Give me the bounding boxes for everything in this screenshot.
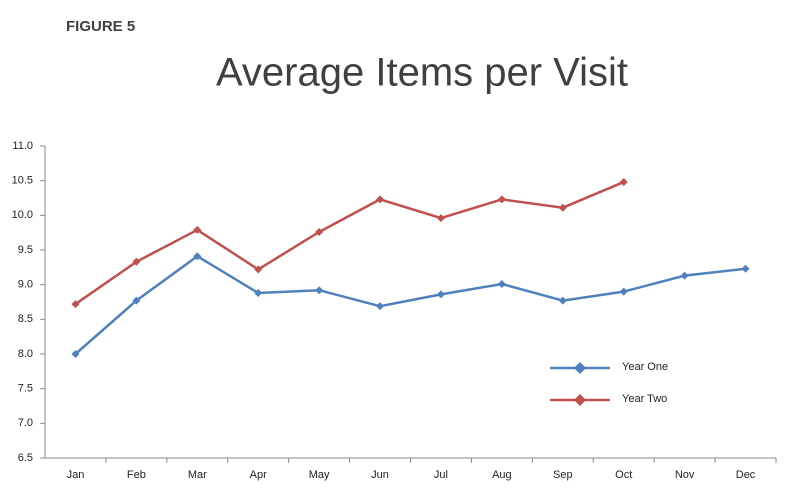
y-tick-label: 6.5 — [18, 452, 33, 464]
legend-label: Year Two — [622, 393, 667, 405]
point-marker — [193, 225, 202, 234]
point-marker — [558, 296, 567, 305]
point-marker — [315, 227, 324, 236]
series-line — [74, 254, 746, 355]
point-marker — [71, 300, 80, 309]
point-marker — [741, 264, 750, 273]
y-tick-label: 9.0 — [18, 279, 33, 291]
point-marker — [436, 214, 445, 223]
x-tick-label: Mar — [188, 469, 207, 481]
x-tick-label: Feb — [127, 469, 146, 481]
x-tick-label: Jul — [434, 469, 448, 481]
y-tick-label: 11.0 — [12, 140, 33, 152]
point-marker — [193, 252, 202, 261]
point-marker — [680, 271, 689, 280]
chart-title: Average Items per Visit — [216, 51, 628, 95]
point-marker — [315, 286, 324, 295]
x-tick-label: Nov — [675, 469, 695, 481]
point-marker — [254, 288, 263, 297]
y-tick-label: 7.5 — [18, 383, 33, 395]
figure-label: FIGURE 5 — [66, 18, 135, 35]
x-tick-label: May — [309, 469, 330, 481]
x-tick-label: Aug — [492, 469, 512, 481]
point-marker — [436, 290, 445, 299]
y-tick-label: 7.0 — [18, 417, 33, 429]
point-marker — [619, 287, 628, 296]
series-line — [74, 180, 625, 306]
x-tick-label: Dec — [736, 469, 756, 481]
point-marker — [497, 195, 506, 204]
point-marker — [376, 302, 385, 311]
x-tick-label: Jan — [67, 469, 85, 481]
point-marker — [376, 195, 385, 204]
point-marker — [558, 203, 567, 212]
point-marker — [132, 296, 141, 305]
point-marker — [619, 178, 628, 187]
x-tick-label: Apr — [250, 469, 267, 481]
point-marker — [254, 265, 263, 274]
legend-label: Year One — [622, 361, 668, 373]
legend-marker — [574, 394, 586, 406]
x-tick-label: Oct — [615, 469, 632, 481]
y-tick-label: 8.0 — [18, 348, 33, 360]
y-tick-label: 10.5 — [12, 175, 33, 187]
y-tick-label: 9.5 — [18, 244, 33, 256]
x-tick-label: Sep — [553, 469, 573, 481]
point-marker — [497, 279, 506, 288]
x-tick-label: Jun — [371, 469, 389, 481]
point-marker — [71, 350, 80, 358]
point-marker — [132, 257, 141, 266]
y-tick-label: 10.0 — [12, 209, 33, 221]
legend-marker — [574, 362, 586, 374]
y-tick-label: 8.5 — [18, 313, 33, 325]
